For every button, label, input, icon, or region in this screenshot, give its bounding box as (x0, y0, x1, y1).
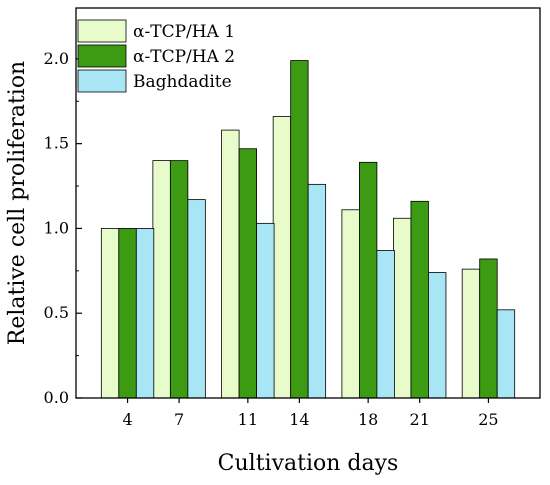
y-axis-title: Relative cell proliferation (5, 61, 30, 345)
plot-frame (75, 7, 541, 399)
bar-series1-day-25 (461, 268, 481, 399)
axis-ticks: 0.0 0.5 1.0 1.5 2.0 4 7 11 14 18 21 25 (44, 49, 499, 429)
y-tick-label: 0.0 (44, 388, 69, 407)
bar-series3-day-21 (428, 272, 447, 399)
legend-swatch-series2 (77, 44, 127, 68)
legend-label-series1: α-TCP/HA 1 (133, 22, 235, 42)
legend: α-TCP/HA 1 α-TCP/HA 2 Baghdadite (77, 19, 235, 93)
bar-series1-day-21 (393, 217, 412, 399)
legend-swatch-series3 (77, 69, 127, 93)
bar-series2-day-4 (118, 228, 137, 399)
y-tick-label: 0.5 (44, 303, 69, 322)
bar-series2-day-21 (410, 200, 429, 399)
bar-series2-day-7 (169, 160, 189, 399)
x-tick-label: 25 (478, 410, 498, 429)
bar-series2-day-25 (479, 258, 498, 399)
bar-series3-day-4 (135, 228, 155, 399)
y-tick-label: 2.0 (44, 49, 69, 68)
legend-label-series2: α-TCP/HA 2 (133, 47, 235, 67)
bar-series1-day-11 (221, 129, 240, 399)
bar-series3-day-7 (187, 199, 206, 399)
bar-series1-day-18 (341, 209, 360, 399)
legend-label-series3: Baghdadite (133, 72, 232, 92)
x-tick-label: 18 (358, 410, 378, 429)
x-tick-label: 4 (122, 410, 132, 429)
bars-layer (100, 60, 516, 399)
bar-series2-day-14 (290, 60, 309, 399)
y-tick-label: 1.5 (44, 134, 69, 153)
bar-series3-day-14 (307, 183, 327, 399)
bar-series1-day-14 (272, 116, 292, 399)
x-axis-title: Cultivation days (218, 451, 399, 476)
x-tick-label: 21 (410, 410, 430, 429)
x-tick-label: 11 (238, 410, 258, 429)
y-tick-label: 1.0 (44, 218, 69, 237)
bar-series1-day-7 (152, 160, 171, 399)
bar-series2-day-11 (238, 148, 258, 399)
bar-series1-day-4 (100, 228, 120, 399)
bar-series3-day-11 (256, 222, 275, 399)
x-tick-label: 7 (174, 410, 184, 429)
bar-series3-day-18 (376, 250, 395, 399)
legend-swatch-series1 (77, 19, 127, 43)
bar-series2-day-18 (358, 161, 378, 399)
bar-series3-day-25 (496, 309, 516, 399)
x-tick-label: 14 (289, 410, 309, 429)
